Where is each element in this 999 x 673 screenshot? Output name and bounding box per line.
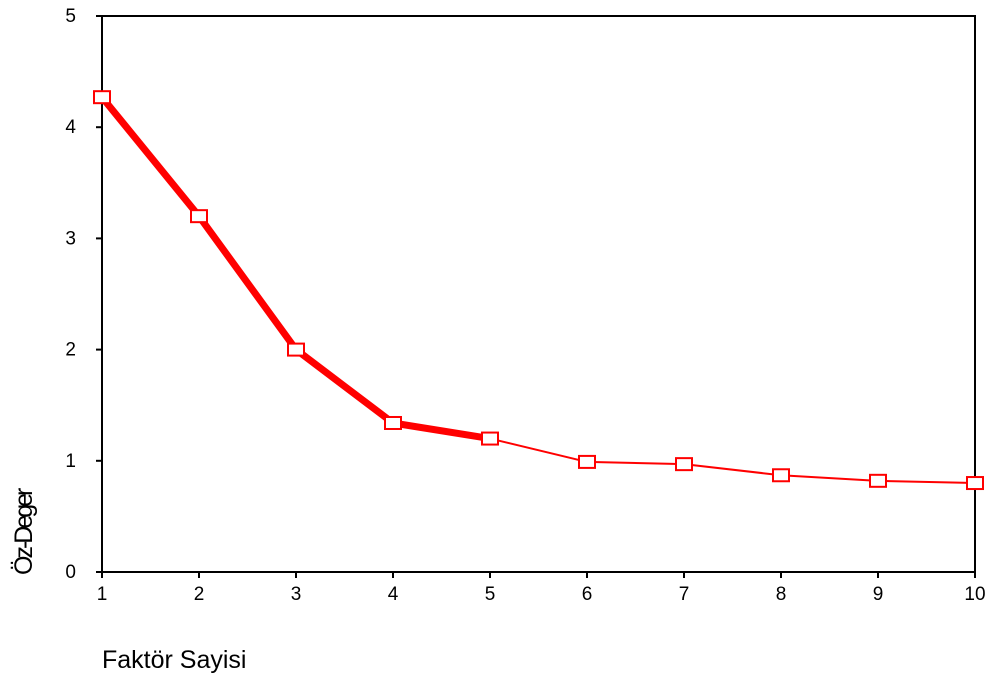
x-tick-label: 2: [194, 584, 205, 605]
data-point-marker: [675, 457, 693, 472]
y-tick-label: 4: [65, 117, 76, 138]
series-line-segment: [292, 346, 397, 427]
y-tick-label: 2: [65, 340, 76, 361]
x-axis: 1 2 3 4 5 6 7 8 9 10: [97, 572, 986, 605]
x-tick-label: 4: [388, 584, 399, 605]
data-point-marker: [93, 90, 111, 105]
y-axis: 0 1 2 3 4 5: [65, 6, 102, 583]
x-tick-label: 5: [485, 584, 496, 605]
data-point-marker: [578, 454, 596, 469]
x-tick-label: 1: [97, 584, 108, 605]
data-point-marker: [869, 473, 887, 488]
x-tick-label: 3: [291, 584, 302, 605]
series-line-segment: [780, 474, 879, 482]
series-line-segment: [877, 479, 976, 485]
y-tick-label: 1: [65, 451, 76, 472]
series-line-segment: [195, 212, 300, 354]
x-tick-label: 7: [679, 584, 690, 605]
series-line-segment: [389, 419, 494, 443]
data-point-marker: [190, 209, 208, 224]
x-tick-label: 10: [964, 584, 985, 605]
data-point-marker: [287, 342, 305, 357]
x-axis-title: Faktör Sayisi: [102, 646, 246, 673]
series-line-segment: [586, 460, 685, 466]
y-tick-label: 0: [65, 562, 76, 583]
series-line-segment: [98, 93, 203, 220]
data-point-marker: [772, 468, 790, 483]
y-tick-label: 3: [65, 228, 76, 249]
x-tick-label: 8: [776, 584, 787, 605]
data-point-marker: [384, 415, 402, 430]
data-point-marker: [481, 431, 499, 446]
plot-frame: [101, 15, 976, 573]
y-axis-title: Öz-Deger: [10, 488, 38, 575]
series-line-segment: [683, 463, 782, 477]
series-line-segment: [489, 437, 588, 463]
x-tick-label: 6: [582, 584, 593, 605]
data-point-marker: [966, 476, 984, 491]
series-eigenvalues: [93, 90, 984, 491]
y-tick-label: 5: [65, 6, 76, 27]
x-tick-label: 9: [873, 584, 884, 605]
